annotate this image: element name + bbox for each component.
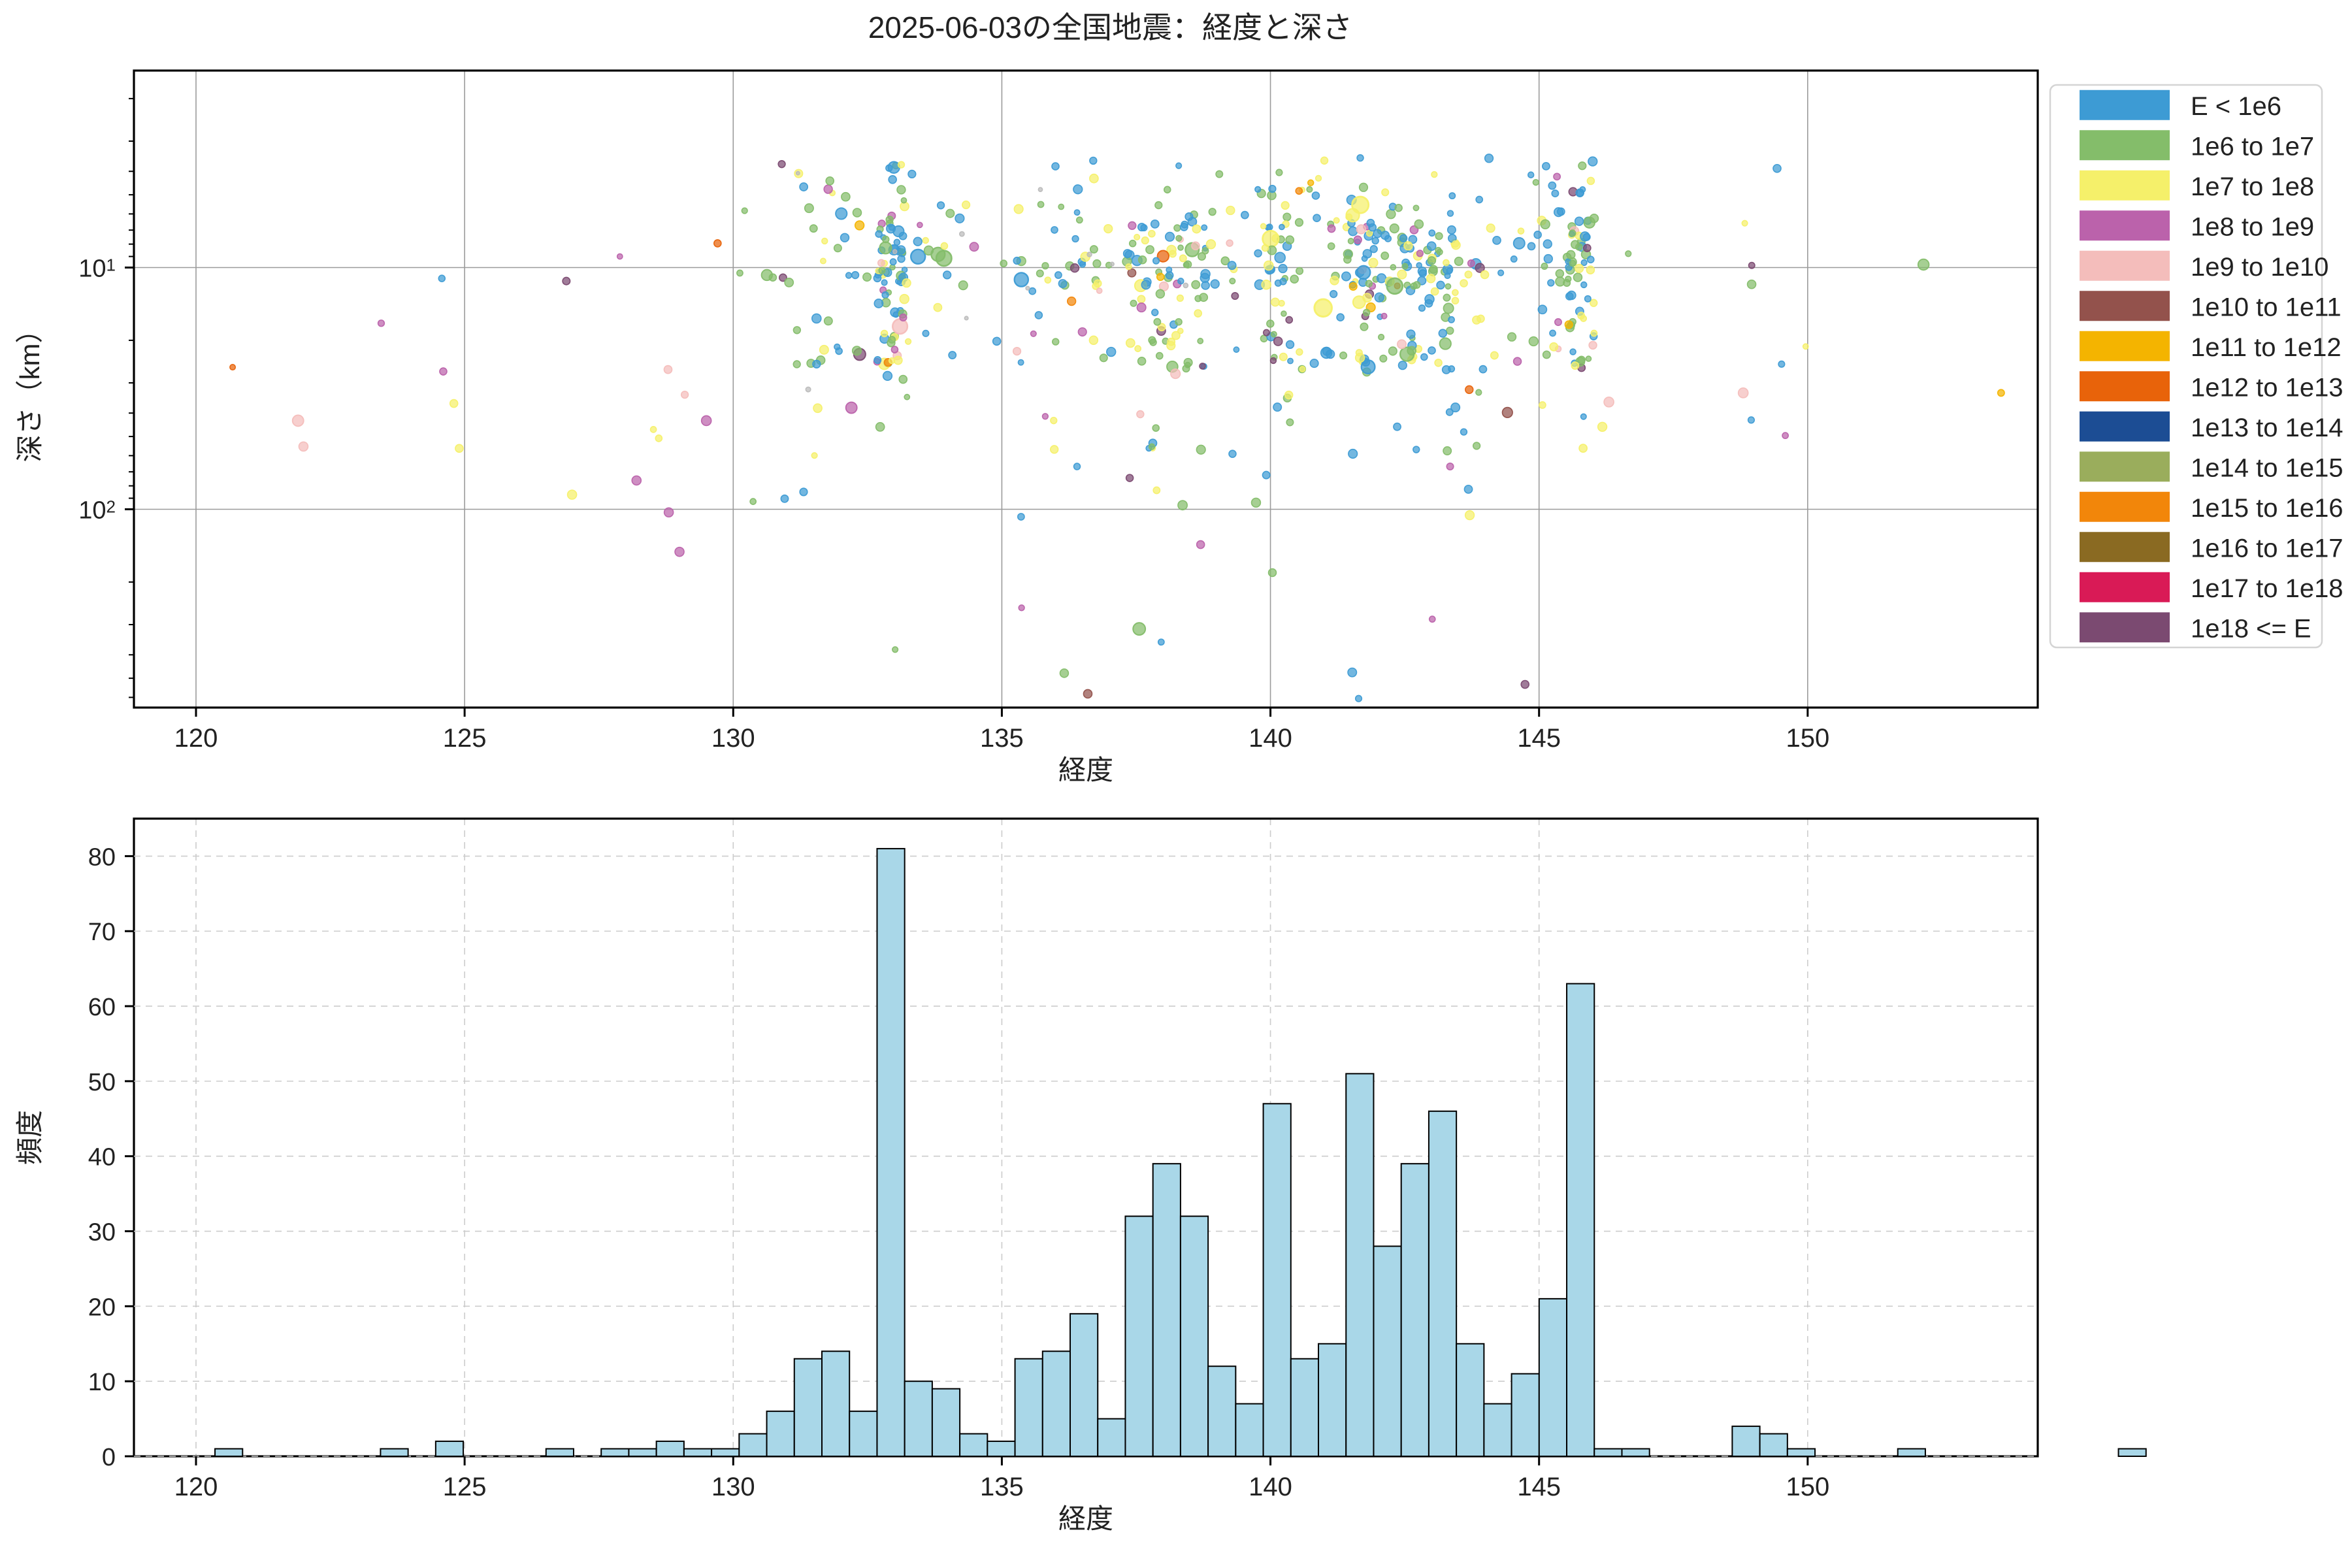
svg-text:140: 140 — [1249, 724, 1292, 753]
svg-text:1e10 to 1e11: 1e10 to 1e11 — [2191, 293, 2342, 321]
svg-text:1e11 to 1e12: 1e11 to 1e12 — [2191, 333, 2342, 362]
svg-text:145: 145 — [1517, 724, 1561, 753]
svg-text:135: 135 — [980, 724, 1024, 753]
svg-text:頻度: 頻度 — [14, 1110, 45, 1165]
svg-text:1e9 to 1e10: 1e9 to 1e10 — [2191, 253, 2328, 282]
svg-text:125: 125 — [443, 1473, 487, 1501]
svg-text:120: 120 — [174, 1473, 218, 1501]
svg-text:1e18 <= E: 1e18 <= E — [2191, 614, 2311, 643]
svg-text:経度: 経度 — [1058, 755, 1113, 785]
svg-text:2025-06-03の全国地震：経度と深さ: 2025-06-03の全国地震：経度と深さ — [868, 10, 1352, 44]
svg-text:120: 120 — [174, 724, 218, 753]
svg-text:10: 10 — [88, 1369, 116, 1396]
svg-text:E < 1e6: E < 1e6 — [2191, 92, 2281, 121]
svg-text:1e15 to 1e16: 1e15 to 1e16 — [2191, 494, 2344, 523]
svg-text:経度: 経度 — [1058, 1503, 1113, 1534]
svg-text:1e14 to 1e15: 1e14 to 1e15 — [2191, 453, 2344, 482]
svg-text:130: 130 — [711, 1473, 755, 1501]
svg-text:50: 50 — [88, 1069, 116, 1096]
svg-text:1e8 to 1e9: 1e8 to 1e9 — [2191, 212, 2314, 241]
svg-text:1e13 to 1e14: 1e13 to 1e14 — [2191, 414, 2344, 442]
svg-text:145: 145 — [1517, 1473, 1561, 1501]
svg-text:深さ（km）: 深さ（km） — [14, 316, 45, 463]
svg-text:30: 30 — [88, 1219, 116, 1247]
svg-text:125: 125 — [443, 724, 487, 753]
svg-text:150: 150 — [1786, 1473, 1829, 1501]
svg-text:135: 135 — [980, 1473, 1024, 1501]
svg-text:1e12 to 1e13: 1e12 to 1e13 — [2191, 373, 2344, 402]
svg-text:80: 80 — [88, 843, 116, 871]
svg-text:130: 130 — [711, 724, 755, 753]
svg-text:1e16 to 1e17: 1e16 to 1e17 — [2191, 534, 2344, 563]
svg-text:140: 140 — [1249, 1473, 1292, 1501]
svg-text:1e6 to 1e7: 1e6 to 1e7 — [2191, 132, 2314, 161]
svg-text:1e17 to 1e18: 1e17 to 1e18 — [2191, 574, 2344, 603]
svg-text:40: 40 — [88, 1144, 116, 1171]
svg-text:70: 70 — [88, 919, 116, 946]
svg-text:20: 20 — [88, 1294, 116, 1321]
svg-text:1e7 to 1e8: 1e7 to 1e8 — [2191, 172, 2314, 201]
svg-text:60: 60 — [88, 994, 116, 1021]
svg-text:150: 150 — [1786, 724, 1829, 753]
svg-text:0: 0 — [102, 1444, 116, 1471]
